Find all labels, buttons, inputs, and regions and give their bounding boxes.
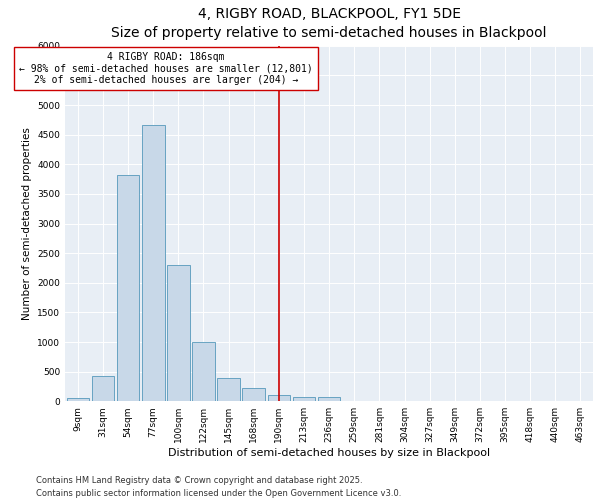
Bar [142,124,164,402]
Bar [167,265,190,402]
Bar [318,396,340,402]
Bar [67,398,89,402]
Y-axis label: Number of semi-detached properties: Number of semi-detached properties [22,127,32,320]
Bar [92,376,114,402]
Text: Contains HM Land Registry data © Crown copyright and database right 2025.
Contai: Contains HM Land Registry data © Crown c… [36,476,401,498]
Bar [217,378,240,402]
X-axis label: Distribution of semi-detached houses by size in Blackpool: Distribution of semi-detached houses by … [168,448,490,458]
Bar [117,175,139,402]
Bar [293,396,316,402]
Bar [242,388,265,402]
Bar [268,396,290,402]
Bar [192,342,215,402]
Text: 4 RIGBY ROAD: 186sqm
← 98% of semi-detached houses are smaller (12,801)
2% of se: 4 RIGBY ROAD: 186sqm ← 98% of semi-detac… [19,52,313,85]
Title: 4, RIGBY ROAD, BLACKPOOL, FY1 5DE
Size of property relative to semi-detached hou: 4, RIGBY ROAD, BLACKPOOL, FY1 5DE Size o… [112,7,547,40]
